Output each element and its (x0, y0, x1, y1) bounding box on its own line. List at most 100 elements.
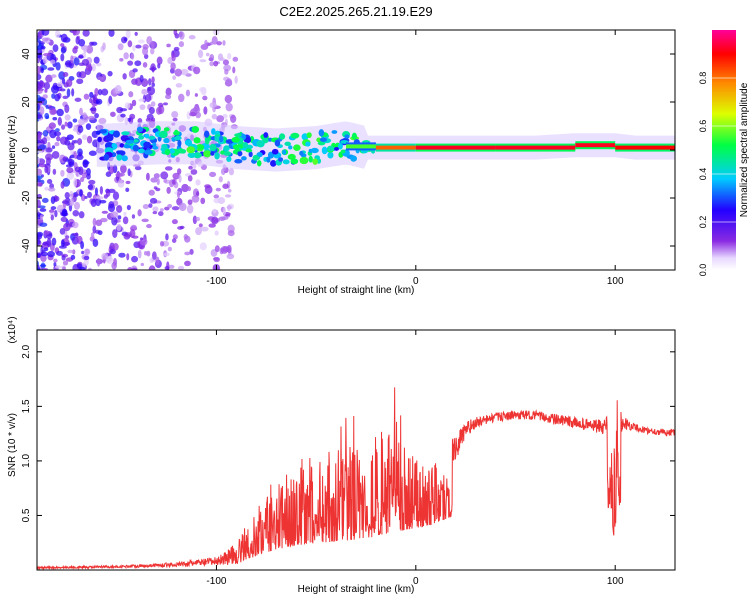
spectrogram-speckle (177, 168, 182, 175)
spectrogram-speckle (93, 56, 100, 64)
spectrogram-speckle (60, 169, 65, 177)
spectrogram-speckle (117, 43, 124, 51)
spectrogram-speckle (166, 43, 171, 48)
spectrogram-speckle (172, 117, 178, 122)
spectrogram-speckle (125, 187, 130, 193)
spectrogram-speckle (114, 84, 122, 94)
spectrogram-speckle (67, 121, 73, 129)
spectrogram-speckle (62, 72, 69, 77)
spectrogram-speckle (169, 264, 175, 269)
spectrogram-speckle (37, 113, 42, 119)
spectrogram-speckle (89, 107, 97, 112)
spectrogram-speckle (78, 54, 84, 59)
spectrogram-speckle (145, 172, 150, 181)
spectrogram-speckle (89, 97, 93, 104)
spectrogram-speckle (109, 249, 116, 255)
spectrogram-speckle (232, 56, 239, 62)
spectrogram-speckle (134, 60, 142, 67)
spectrogram-ridge-blob (299, 156, 309, 165)
spectrogram-speckle (102, 42, 106, 51)
spectrogram-y-tick-label: -20 (21, 190, 32, 205)
spectrogram-ridge-blob (263, 132, 269, 138)
spectrogram-speckle (39, 264, 47, 268)
spectrogram-x-tick-label: 100 (607, 276, 624, 287)
spectrogram-speckle (72, 232, 79, 237)
spectrogram-speckle (70, 149, 74, 156)
spectrogram-y-tick-label: -40 (21, 238, 32, 253)
spectrogram-y-tick-label: 20 (21, 96, 32, 108)
spectrogram-ridge-blob (344, 134, 350, 139)
spectrogram-speckle (198, 87, 205, 92)
spectrogram-speckle (83, 255, 90, 261)
spectrogram-ridge-blob (223, 145, 230, 152)
spectrogram-speckle (92, 94, 97, 102)
spectrogram-speckle (60, 53, 65, 62)
spectrogram-ridge-blob (340, 149, 346, 154)
spectrogram-speckle (177, 265, 185, 270)
spectrogram-speckle (138, 98, 146, 102)
spectrogram-ridge-blob (164, 148, 171, 156)
spectrogram-ridge-blob (327, 145, 335, 152)
spectrogram-speckle (167, 204, 173, 209)
spectrogram-speckle (37, 179, 42, 183)
spectrogram-speckle (160, 171, 169, 180)
spectrogram-speckle (178, 41, 185, 48)
spectrogram-speckle (175, 83, 183, 88)
spectrogram-speckle (69, 198, 75, 207)
spectrogram-speckle (126, 204, 131, 211)
spectrogram-speckle (145, 93, 152, 103)
spectrogram-speckle (72, 118, 78, 123)
spectrogram-speckle (152, 211, 158, 215)
spectrogram-speckle (101, 210, 109, 214)
spectrogram-speckle (200, 197, 206, 205)
spectrogram-speckle (150, 101, 156, 107)
colorbar: 0.0 0.2 0.4 0.6 0.8 Normalized spectral ampl… (698, 30, 750, 276)
spectrogram-ridge-blob (321, 146, 328, 155)
spectrogram-speckle (108, 95, 113, 105)
spectrogram-ridge-blob (105, 133, 114, 142)
spectrogram-speckle (66, 167, 74, 174)
spectrogram-ridge-blob (209, 143, 217, 152)
spectrogram-speckle (55, 128, 60, 132)
spectrogram-speckle (62, 95, 69, 100)
spectrogram-speckle (212, 208, 217, 214)
spectrogram-speckle (151, 76, 155, 84)
colorbar-ticks: 0.0 0.2 0.4 0.6 0.8 (698, 72, 736, 276)
spectrogram-speckle (163, 102, 168, 106)
spectrogram-ridge-blob (310, 147, 319, 154)
spectrogram-speckle (41, 249, 46, 254)
spectrogram-ridge-blob (293, 144, 301, 152)
spectrogram-speckle (226, 253, 235, 260)
spectrogram-speckle (110, 211, 119, 218)
spectrogram-speckle (52, 44, 59, 53)
spectrogram-speckle (125, 180, 131, 185)
snr-y-tick-label: 1.0 (21, 454, 32, 468)
spectrogram-speckle (165, 233, 169, 241)
spectrogram-speckle (76, 263, 83, 269)
spectrogram-speckle (92, 225, 97, 234)
spectrogram-speckle (184, 260, 191, 267)
spectrogram-speckle (96, 257, 101, 267)
spectrogram-speckle (44, 186, 49, 191)
spectrogram-ridge-blob (143, 149, 153, 155)
spectrogram-ridge-blob (350, 155, 357, 162)
spectrogram-speckle (37, 146, 40, 151)
spectrogram-speckle (78, 166, 84, 175)
spectrogram-speckle (112, 191, 120, 201)
spectrogram-speckle (204, 184, 211, 189)
spectrogram-speckle (50, 74, 57, 78)
spectrogram-speckle (57, 116, 62, 126)
spectrogram-ridge-blob (123, 144, 131, 149)
spectrogram-speckle (211, 113, 218, 120)
spectrogram-speckle (39, 222, 48, 227)
spectrogram-speckle (37, 97, 46, 102)
spectrogram-speckle (56, 108, 64, 117)
spectrogram-speckle (99, 199, 107, 204)
spectrogram-speckle (50, 214, 55, 221)
spectrogram-speckle (202, 95, 208, 101)
spectrogram-speckle (72, 30, 80, 36)
spectrogram-speckle (155, 256, 160, 266)
spectrogram-speckle (221, 216, 229, 221)
spectrogram-ridge-blob (242, 142, 249, 148)
spectrogram-speckle (139, 237, 144, 241)
